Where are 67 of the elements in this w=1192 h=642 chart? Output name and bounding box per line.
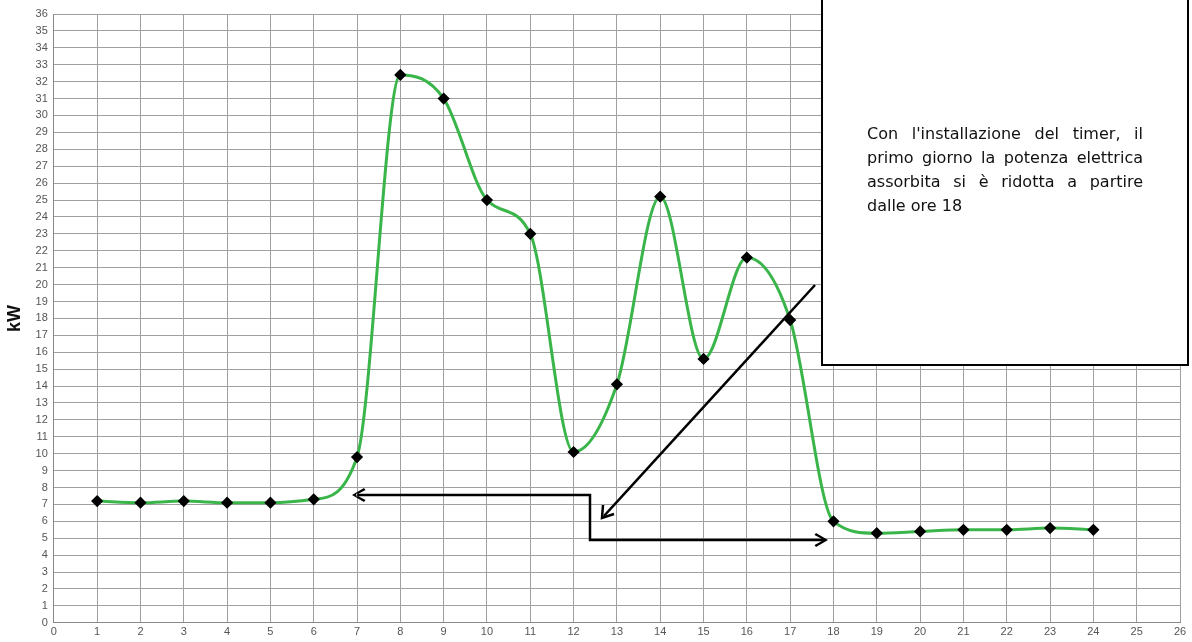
y-tick-label: 14 xyxy=(35,379,48,392)
x-tick-label: 5 xyxy=(267,625,274,638)
y-tick-label: 23 xyxy=(35,226,48,239)
x-tick-label: 20 xyxy=(913,625,927,638)
x-tick-label: 22 xyxy=(1000,625,1013,638)
x-tick-label: 26 xyxy=(1173,625,1187,638)
y-tick-label: 8 xyxy=(41,480,48,493)
y-tick-label: 0 xyxy=(41,615,48,628)
y-tick-label: 29 xyxy=(35,125,48,138)
y-tick-label: 4 xyxy=(41,548,48,561)
y-tick-label: 22 xyxy=(35,243,48,256)
y-tick-label: 30 xyxy=(35,108,48,121)
y-tick-label: 13 xyxy=(35,395,48,408)
y-tick-label: 36 xyxy=(35,7,48,20)
y-tick-label: 31 xyxy=(35,91,48,104)
x-tick-label: 2 xyxy=(137,625,144,638)
y-tick-label: 27 xyxy=(35,159,48,172)
y-tick-label: 26 xyxy=(35,176,48,189)
y-tick-label: 5 xyxy=(41,531,48,544)
y-tick-label: 20 xyxy=(35,277,48,290)
y-tick-label: 6 xyxy=(41,514,48,527)
x-tick-label: 16 xyxy=(740,625,753,638)
y-tick-label: 7 xyxy=(41,497,48,510)
x-tick-label: 1 xyxy=(94,625,101,638)
x-tick-label: 23 xyxy=(1043,625,1057,638)
x-tick-label: 17 xyxy=(784,625,797,638)
x-tick-label: 7 xyxy=(353,625,361,638)
x-tick-label: 0 xyxy=(50,625,57,638)
x-tick-label: 25 xyxy=(1130,625,1143,638)
y-tick-label: 25 xyxy=(35,193,48,206)
x-tick-label: 19 xyxy=(870,625,883,638)
x-tick-label: 3 xyxy=(180,625,187,638)
x-tick-label: 12 xyxy=(567,625,580,638)
x-tick-label: 15 xyxy=(697,625,710,638)
y-tick-label: 3 xyxy=(41,565,48,578)
y-tick-label: 15 xyxy=(35,362,48,375)
y-tick-label: 18 xyxy=(35,311,48,324)
y-tick-label: 32 xyxy=(35,74,48,87)
x-tick-label: 14 xyxy=(654,625,667,638)
x-tick-label: 6 xyxy=(310,625,317,638)
annotation: Con l'installazione del timer, il primo giorno la potenza elettrica assorbita si è ridotta a partire dalle ore 18 xyxy=(867,123,1143,217)
x-tick-label: 4 xyxy=(224,625,231,638)
y-tick-label: 28 xyxy=(35,142,48,155)
y-tick-label: 9 xyxy=(41,463,48,476)
x-tick-label: 13 xyxy=(610,625,624,638)
y-tick-label: 34 xyxy=(35,40,48,53)
y-tick-label: 24 xyxy=(35,209,48,222)
y-tick-label: 10 xyxy=(35,446,48,459)
x-tick-label: 9 xyxy=(440,625,447,638)
x-tick-label: 10 xyxy=(480,625,494,638)
y-tick-label: 17 xyxy=(35,328,48,341)
y-tick-label: 2 xyxy=(41,582,48,595)
y-tick-label: 16 xyxy=(35,345,48,358)
x-tick-label: 24 xyxy=(1087,625,1100,638)
x-tick-label: 18 xyxy=(827,625,840,638)
y-tick-label: 33 xyxy=(35,57,48,70)
y-tick-label: 19 xyxy=(35,294,48,307)
x-tick-label: 8 xyxy=(397,625,404,638)
y-tick-label: 35 xyxy=(35,23,48,36)
x-tick-label: 21 xyxy=(957,625,970,638)
y-tick-label: 11 xyxy=(36,429,48,442)
y-axis-title: kW xyxy=(3,304,24,332)
note-box: Con l'installazione del timer, il primo giorno la potenza elettrica assorbita si è ridotta a partire dalle ore 18 xyxy=(821,0,1189,366)
x-tick-label: 11 xyxy=(524,625,536,638)
y-tick-label: 21 xyxy=(35,260,48,273)
y-tick-label: 1 xyxy=(41,598,48,611)
y-tick-label: 12 xyxy=(35,412,48,425)
